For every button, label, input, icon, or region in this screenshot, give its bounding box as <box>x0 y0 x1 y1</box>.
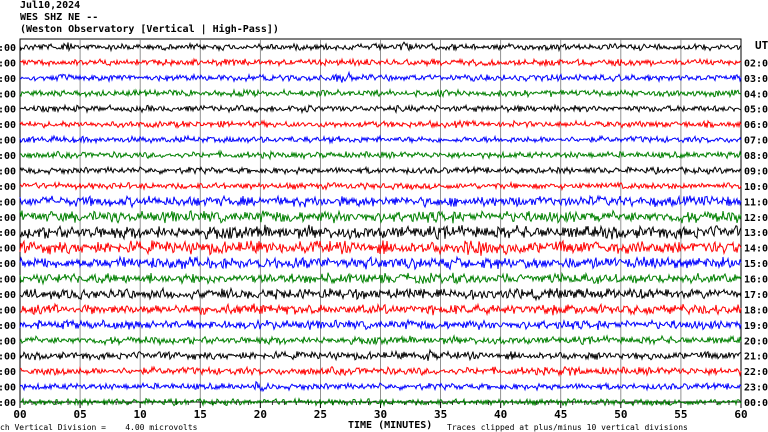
row-time-label: 21:0 <box>744 352 768 363</box>
row-time-label: 07:0 <box>744 136 768 147</box>
source-label: (Weston Observatory [Vertical | High-Pas… <box>20 24 279 35</box>
plot-header: Jul10,2024 WES SHZ NE -- (Weston Observa… <box>20 0 279 36</box>
row-start-label: :00 <box>0 290 16 301</box>
trace-row-24 <box>19 397 742 408</box>
trace-row-23 <box>19 380 742 393</box>
row-start-label: :00 <box>0 197 16 208</box>
row-start-label: :00 <box>0 352 16 363</box>
row-start-label: :00 <box>0 182 16 193</box>
row-start-label: :00 <box>0 136 16 147</box>
row-start-label: :00 <box>0 336 16 347</box>
x-tick-label: 50 <box>614 408 627 421</box>
row-time-label: 19:0 <box>744 321 768 332</box>
trace-row-1 <box>19 41 742 53</box>
row-start-label: :00 <box>0 259 16 270</box>
row-time-label: 17:0 <box>744 290 768 301</box>
trace-row-13 <box>19 224 742 241</box>
x-tick-label: 45 <box>554 408 567 421</box>
trace-row-9 <box>19 165 742 176</box>
scale-note: ch Vertical Division = 4.00 microvolts <box>0 423 198 432</box>
row-start-label: :00 <box>0 383 16 394</box>
row-time-label: 03:0 <box>744 74 768 85</box>
trace-row-15 <box>19 255 742 271</box>
trace-row-2 <box>19 57 742 68</box>
trace-row-11 <box>19 194 742 209</box>
trace-row-18 <box>19 302 742 317</box>
trace-row-21 <box>19 348 742 362</box>
row-start-label: :00 <box>0 367 16 378</box>
row-start-label: :00 <box>0 151 16 162</box>
row-start-label: :00 <box>0 120 16 131</box>
row-start-label: :00 <box>0 89 16 100</box>
trace-row-7 <box>19 134 742 145</box>
row-start-label: :00 <box>0 105 16 116</box>
row-start-label: :00 <box>0 305 16 316</box>
row-start-label: :00 <box>0 43 16 54</box>
row-time-label: 11:0 <box>744 197 768 208</box>
row-start-label: :00 <box>0 244 16 255</box>
row-time-label: 12:0 <box>744 213 768 224</box>
row-time-label: 00:0 <box>744 398 768 409</box>
trace-row-17 <box>19 286 742 302</box>
row-start-label: :00 <box>0 228 16 239</box>
row-time-label: 06:0 <box>744 120 768 131</box>
x-tick-label: 35 <box>434 408 447 421</box>
row-time-label: 18:0 <box>744 305 768 316</box>
x-tick-label: 60 <box>734 408 747 421</box>
right-axis-title: UT <box>755 39 768 52</box>
x-tick-label: 00 <box>13 408 26 421</box>
trace-row-12 <box>19 209 742 224</box>
trace-row-6 <box>19 119 742 129</box>
x-tick-label: 20 <box>254 408 267 421</box>
row-time-label: 16:0 <box>744 275 768 286</box>
trace-row-4 <box>19 87 742 99</box>
row-time-label: 10:0 <box>744 182 768 193</box>
trace-row-14 <box>19 239 742 256</box>
row-time-label: 09:0 <box>744 166 768 177</box>
x-axis-label: TIME (MINUTES) <box>348 420 433 431</box>
row-time-label: 15:0 <box>744 259 768 270</box>
station-label: WES SHZ NE -- <box>20 12 99 23</box>
trace-row-3 <box>19 70 742 84</box>
row-start-label: :00 <box>0 321 16 332</box>
row-time-label: 08:0 <box>744 151 768 162</box>
row-time-label: 13:0 <box>744 228 768 239</box>
trace-row-8 <box>19 149 742 161</box>
row-time-label: 05:0 <box>744 105 768 116</box>
trace-row-5 <box>20 103 742 115</box>
trace-row-22 <box>19 365 742 378</box>
row-start-label: :00 <box>0 275 16 286</box>
clip-note: Traces clipped at plus/minus 10 vertical… <box>447 423 688 432</box>
row-start-label: :00 <box>0 58 16 69</box>
x-tick-label: 25 <box>314 408 327 421</box>
row-time-label: 23:0 <box>744 383 768 394</box>
row-time-label: 22:0 <box>744 367 768 378</box>
date-label: Jul10,2024 <box>20 0 81 11</box>
row-start-label: :00 <box>0 398 16 409</box>
row-time-label: 04:0 <box>744 89 768 100</box>
x-tick-label: 15 <box>194 408 207 421</box>
x-tick-label: 10 <box>134 408 147 421</box>
row-time-label: 20:0 <box>744 336 768 347</box>
trace-row-20 <box>19 334 742 347</box>
trace-row-19 <box>19 318 742 331</box>
row-start-label: :00 <box>0 74 16 85</box>
trace-row-16 <box>19 271 742 286</box>
row-start-label: :00 <box>0 213 16 224</box>
trace-row-10 <box>19 180 742 192</box>
x-tick-label: 55 <box>674 408 687 421</box>
row-time-label: 02:0 <box>744 58 768 69</box>
row-start-label: :00 <box>0 166 16 177</box>
x-tick-label: 30 <box>374 408 387 421</box>
row-time-label: 14:0 <box>744 244 768 255</box>
x-tick-label: 05 <box>73 408 86 421</box>
x-tick-label: 40 <box>494 408 507 421</box>
